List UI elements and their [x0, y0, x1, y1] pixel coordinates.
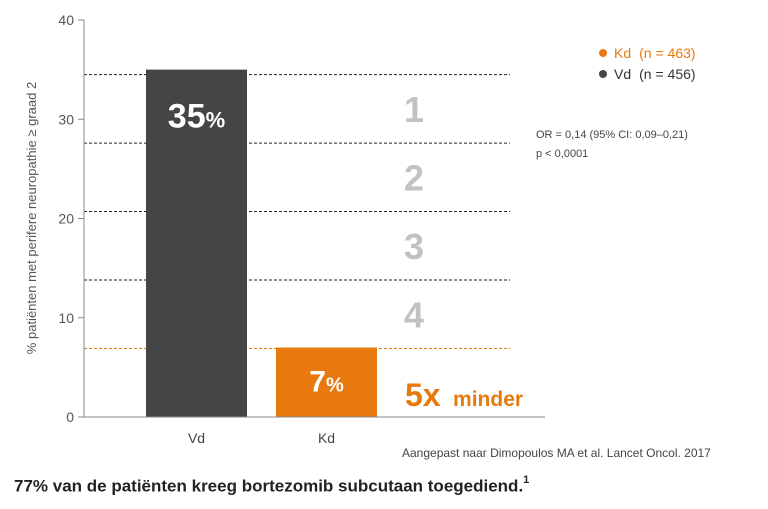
legend: Kd (n = 463) Vd (n = 456) — [599, 45, 696, 82]
legend-entry: Kd (n = 463) — [614, 45, 696, 61]
legend-count: (n = 463) — [639, 45, 695, 61]
y-tick-label: 20 — [58, 211, 74, 227]
bars: 35%7% — [146, 70, 377, 417]
y-tick-label: 30 — [58, 111, 74, 127]
multiple-number: 3 — [404, 226, 424, 267]
stats-odds-ratio: OR = 0,14 (95% CI: 0,09–0,21) — [536, 129, 688, 141]
legend-marker — [599, 70, 607, 78]
legend-entry: Vd (n = 456) — [614, 66, 696, 82]
y-tick-label: 40 — [58, 12, 74, 28]
multiple-number: 2 — [404, 157, 424, 198]
caption-footnote: 1 — [523, 474, 529, 486]
stats-p-value: p < 0,0001 — [536, 148, 588, 160]
reduction-label: 5x minder — [405, 377, 523, 413]
x-tick-label: Kd — [318, 430, 335, 446]
bar-value-number: 35 — [168, 98, 206, 136]
x-tick-label: Vd — [188, 430, 205, 446]
bar-value-unit: % — [326, 375, 344, 397]
y-axis-label: % patiënten met perifere neuropathie ≥ g… — [24, 82, 39, 354]
multiple-number: 4 — [404, 294, 424, 335]
y-tick-label: 0 — [66, 409, 74, 425]
reduction-text: minder — [453, 388, 523, 411]
stats-block: OR = 0,14 (95% CI: 0,09–0,21) p < 0,0001 — [536, 129, 688, 160]
y-tick-label: 10 — [58, 310, 74, 326]
legend-count: (n = 456) — [639, 66, 695, 82]
source-note: Aangepast naar Dimopoulos MA et al. Lanc… — [402, 446, 711, 460]
legend-label: Kd — [614, 45, 631, 61]
caption: 77% van de patiënten kreeg bortezomib su… — [14, 476, 529, 497]
bar-value-number: 7 — [309, 366, 326, 399]
multiple-number: 1 — [404, 89, 424, 130]
caption-text: 77% van de patiënten kreeg bortezomib su… — [14, 477, 523, 496]
legend-marker — [599, 49, 607, 57]
bar-value-unit: % — [206, 108, 226, 133]
reduction-value: 5x — [405, 377, 441, 413]
legend-label: Vd — [614, 66, 631, 82]
